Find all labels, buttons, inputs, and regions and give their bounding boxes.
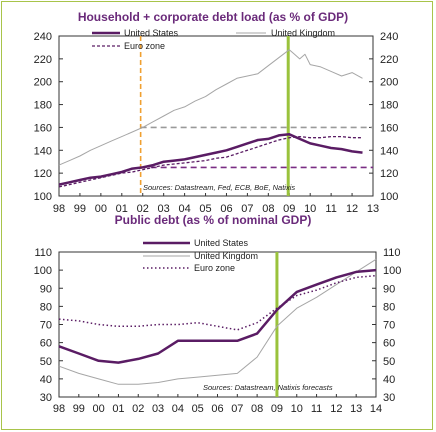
y-tick-label-right: 200 bbox=[380, 77, 398, 89]
y-tick-label-right: 100 bbox=[383, 265, 401, 277]
series-line-uk bbox=[58, 258, 377, 385]
y-tick-label-left: 100 bbox=[34, 191, 52, 203]
x-tick-label: 01 bbox=[112, 403, 124, 415]
y-tick-label-left: 70 bbox=[40, 320, 52, 332]
x-tick-label: 04 bbox=[172, 403, 184, 415]
x-tick-label: 08 bbox=[262, 203, 274, 215]
y-tick-label-right: 120 bbox=[380, 168, 398, 180]
chart-1-x-axis: 98 99 00 01 02 03 04 05 06 07 08 09 10 11 12 13 bbox=[53, 193, 379, 215]
chart-1-series bbox=[58, 49, 363, 188]
chart-2-x-axis: 98 99 00 01 02 03 04 05 06 07 08 09 10 11 12 13 14 bbox=[53, 394, 382, 415]
x-tick-label: 09 bbox=[271, 403, 283, 415]
y-tick-label-right: 180 bbox=[380, 100, 398, 112]
x-tick-label: 04 bbox=[178, 203, 190, 215]
x-tick-label: 00 bbox=[93, 403, 105, 415]
chart-2-series bbox=[58, 258, 377, 385]
x-tick-label: 98 bbox=[53, 403, 65, 415]
y-tick-label-right: 50 bbox=[383, 356, 395, 368]
y-tick-label-right: 160 bbox=[380, 122, 398, 134]
y-tick-label-right: 240 bbox=[380, 31, 398, 43]
series-line-uk bbox=[58, 49, 363, 166]
y-tick-label-left: 80 bbox=[40, 301, 52, 313]
x-tick-label: 10 bbox=[304, 203, 316, 215]
chart-2-title: Public debt (as % of nominal GDP) bbox=[115, 213, 312, 227]
y-tick-label-left: 90 bbox=[40, 283, 52, 295]
x-tick-label: 98 bbox=[53, 203, 65, 215]
series-line-us bbox=[58, 268, 377, 364]
chart-1-title: Household + corporate debt load (as % of… bbox=[78, 10, 348, 24]
y-tick-label-left: 240 bbox=[34, 31, 52, 43]
x-tick-label: 10 bbox=[291, 403, 303, 415]
y-tick-label-right: 80 bbox=[383, 301, 395, 313]
household-corporate-debt-chart: Household + corporate debt load (as % of… bbox=[34, 10, 399, 215]
x-tick-label: 99 bbox=[74, 203, 86, 215]
x-tick-label: 05 bbox=[192, 403, 204, 415]
y-tick-label-left: 180 bbox=[34, 100, 52, 112]
chart-2-source-note: Sources: Datastream, Natixis forecasts bbox=[203, 383, 333, 392]
legend-euro-label: Euro zone bbox=[194, 263, 235, 273]
x-tick-label: 07 bbox=[241, 203, 253, 215]
y-tick-label-right: 220 bbox=[380, 54, 398, 66]
legend-euro-label: Euro zone bbox=[124, 41, 165, 51]
y-tick-label-left: 200 bbox=[34, 77, 52, 89]
y-tick-label-left: 30 bbox=[40, 392, 52, 404]
x-tick-label: 07 bbox=[231, 403, 243, 415]
chart-2-legend: United States United Kingdom Euro zone bbox=[143, 238, 258, 273]
x-tick-label: 09 bbox=[283, 203, 295, 215]
x-tick-label: 11 bbox=[325, 203, 336, 215]
chart-1-plot-area bbox=[58, 35, 374, 197]
legend-uk-label: United Kingdom bbox=[271, 28, 335, 38]
chart-1-source-note: Sources: Datastream, Fed, ECB, BoE, Nati… bbox=[143, 183, 295, 192]
chart-1-left-y-axis: 100 120 140 160 180 200 220 240 bbox=[34, 31, 63, 203]
chart-1-right-y-axis: 100 120 140 160 180 200 220 240 bbox=[369, 31, 398, 203]
x-tick-label: 12 bbox=[330, 403, 342, 415]
x-tick-label: 01 bbox=[116, 203, 128, 215]
y-tick-label-left: 140 bbox=[34, 145, 52, 157]
x-tick-label: 13 bbox=[367, 203, 379, 215]
chart-1-reference-lines bbox=[139, 36, 373, 196]
chart-2-right-y-axis: 30 40 50 60 70 80 90 100 110 bbox=[372, 247, 401, 404]
x-tick-label: 00 bbox=[95, 203, 107, 215]
series-line-us bbox=[58, 133, 363, 186]
y-tick-label-right: 40 bbox=[383, 374, 395, 386]
y-tick-label-left: 110 bbox=[34, 247, 52, 259]
y-tick-label-right: 70 bbox=[383, 320, 395, 332]
x-tick-label: 03 bbox=[152, 403, 164, 415]
chart-2-left-y-axis: 30 40 50 60 70 80 90 100 110 bbox=[34, 247, 63, 404]
x-tick-label: 13 bbox=[350, 403, 362, 415]
series-line-euro bbox=[58, 274, 377, 331]
y-tick-label-left: 50 bbox=[40, 356, 52, 368]
x-tick-label: 08 bbox=[251, 403, 263, 415]
chart-1-legend: United States United Kingdom Euro zone bbox=[92, 28, 335, 51]
y-tick-label-right: 30 bbox=[383, 392, 395, 404]
public-debt-chart: Public debt (as % of nominal GDP) 30 40 50… bbox=[34, 213, 402, 415]
y-tick-label-right: 110 bbox=[383, 247, 401, 259]
x-tick-label: 03 bbox=[158, 203, 170, 215]
y-tick-label-left: 100 bbox=[34, 265, 52, 277]
x-tick-label: 02 bbox=[137, 203, 149, 215]
y-tick-label-left: 120 bbox=[34, 168, 52, 180]
y-tick-label-left: 60 bbox=[40, 338, 52, 350]
y-tick-label-right: 100 bbox=[380, 191, 398, 203]
x-tick-label: 99 bbox=[73, 403, 85, 415]
x-tick-label: 06 bbox=[211, 403, 223, 415]
y-tick-label-left: 220 bbox=[34, 54, 52, 66]
legend-us-label: United States bbox=[124, 28, 179, 38]
y-tick-label-left: 40 bbox=[40, 374, 52, 386]
x-tick-label: 02 bbox=[132, 403, 144, 415]
x-tick-label: 05 bbox=[199, 203, 211, 215]
x-tick-label: 06 bbox=[220, 203, 232, 215]
y-tick-label-right: 140 bbox=[380, 145, 398, 157]
y-tick-label-right: 90 bbox=[383, 283, 395, 295]
legend-us-label: United States bbox=[194, 238, 249, 248]
y-tick-label-left: 160 bbox=[34, 122, 52, 134]
x-tick-label: 12 bbox=[346, 203, 358, 215]
x-tick-label: 11 bbox=[311, 403, 322, 415]
legend-uk-label: United Kingdom bbox=[194, 251, 258, 261]
y-tick-label-right: 60 bbox=[383, 338, 395, 350]
x-tick-label: 14 bbox=[370, 403, 382, 415]
